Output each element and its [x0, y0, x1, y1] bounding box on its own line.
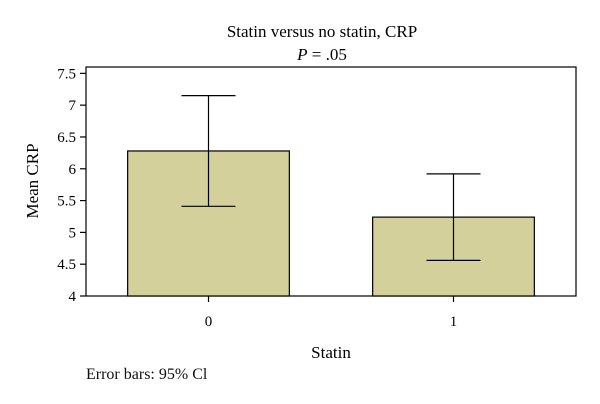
x-tick-label: 1: [450, 314, 458, 330]
y-tick-label: 4: [69, 289, 77, 305]
chart-subtitle: P = .05: [296, 45, 347, 64]
x-axis-label: Statin: [311, 343, 351, 362]
error-bars-note: Error bars: 95% Cl: [86, 366, 208, 383]
y-tick-label: 7: [69, 98, 77, 114]
plot-frame: [85, 66, 577, 297]
y-tick-label: 6.5: [57, 130, 76, 146]
bars-group: [127, 95, 535, 297]
x-tick-label: 0: [205, 314, 213, 330]
y-tick-label: 7.5: [57, 66, 76, 82]
y-tick-label: 5: [69, 225, 77, 241]
y-tick-label: 5.5: [57, 194, 76, 210]
y-tick-label: 4.5: [57, 257, 76, 273]
y-tick-label: 6: [69, 162, 77, 178]
y-axis: 4 4.5 5 5.5 6 6.5 7 7.5: [57, 66, 86, 305]
y-axis-label: Mean CRP: [23, 143, 42, 218]
chart-title: Statin versus no statin, CRP: [227, 22, 417, 41]
